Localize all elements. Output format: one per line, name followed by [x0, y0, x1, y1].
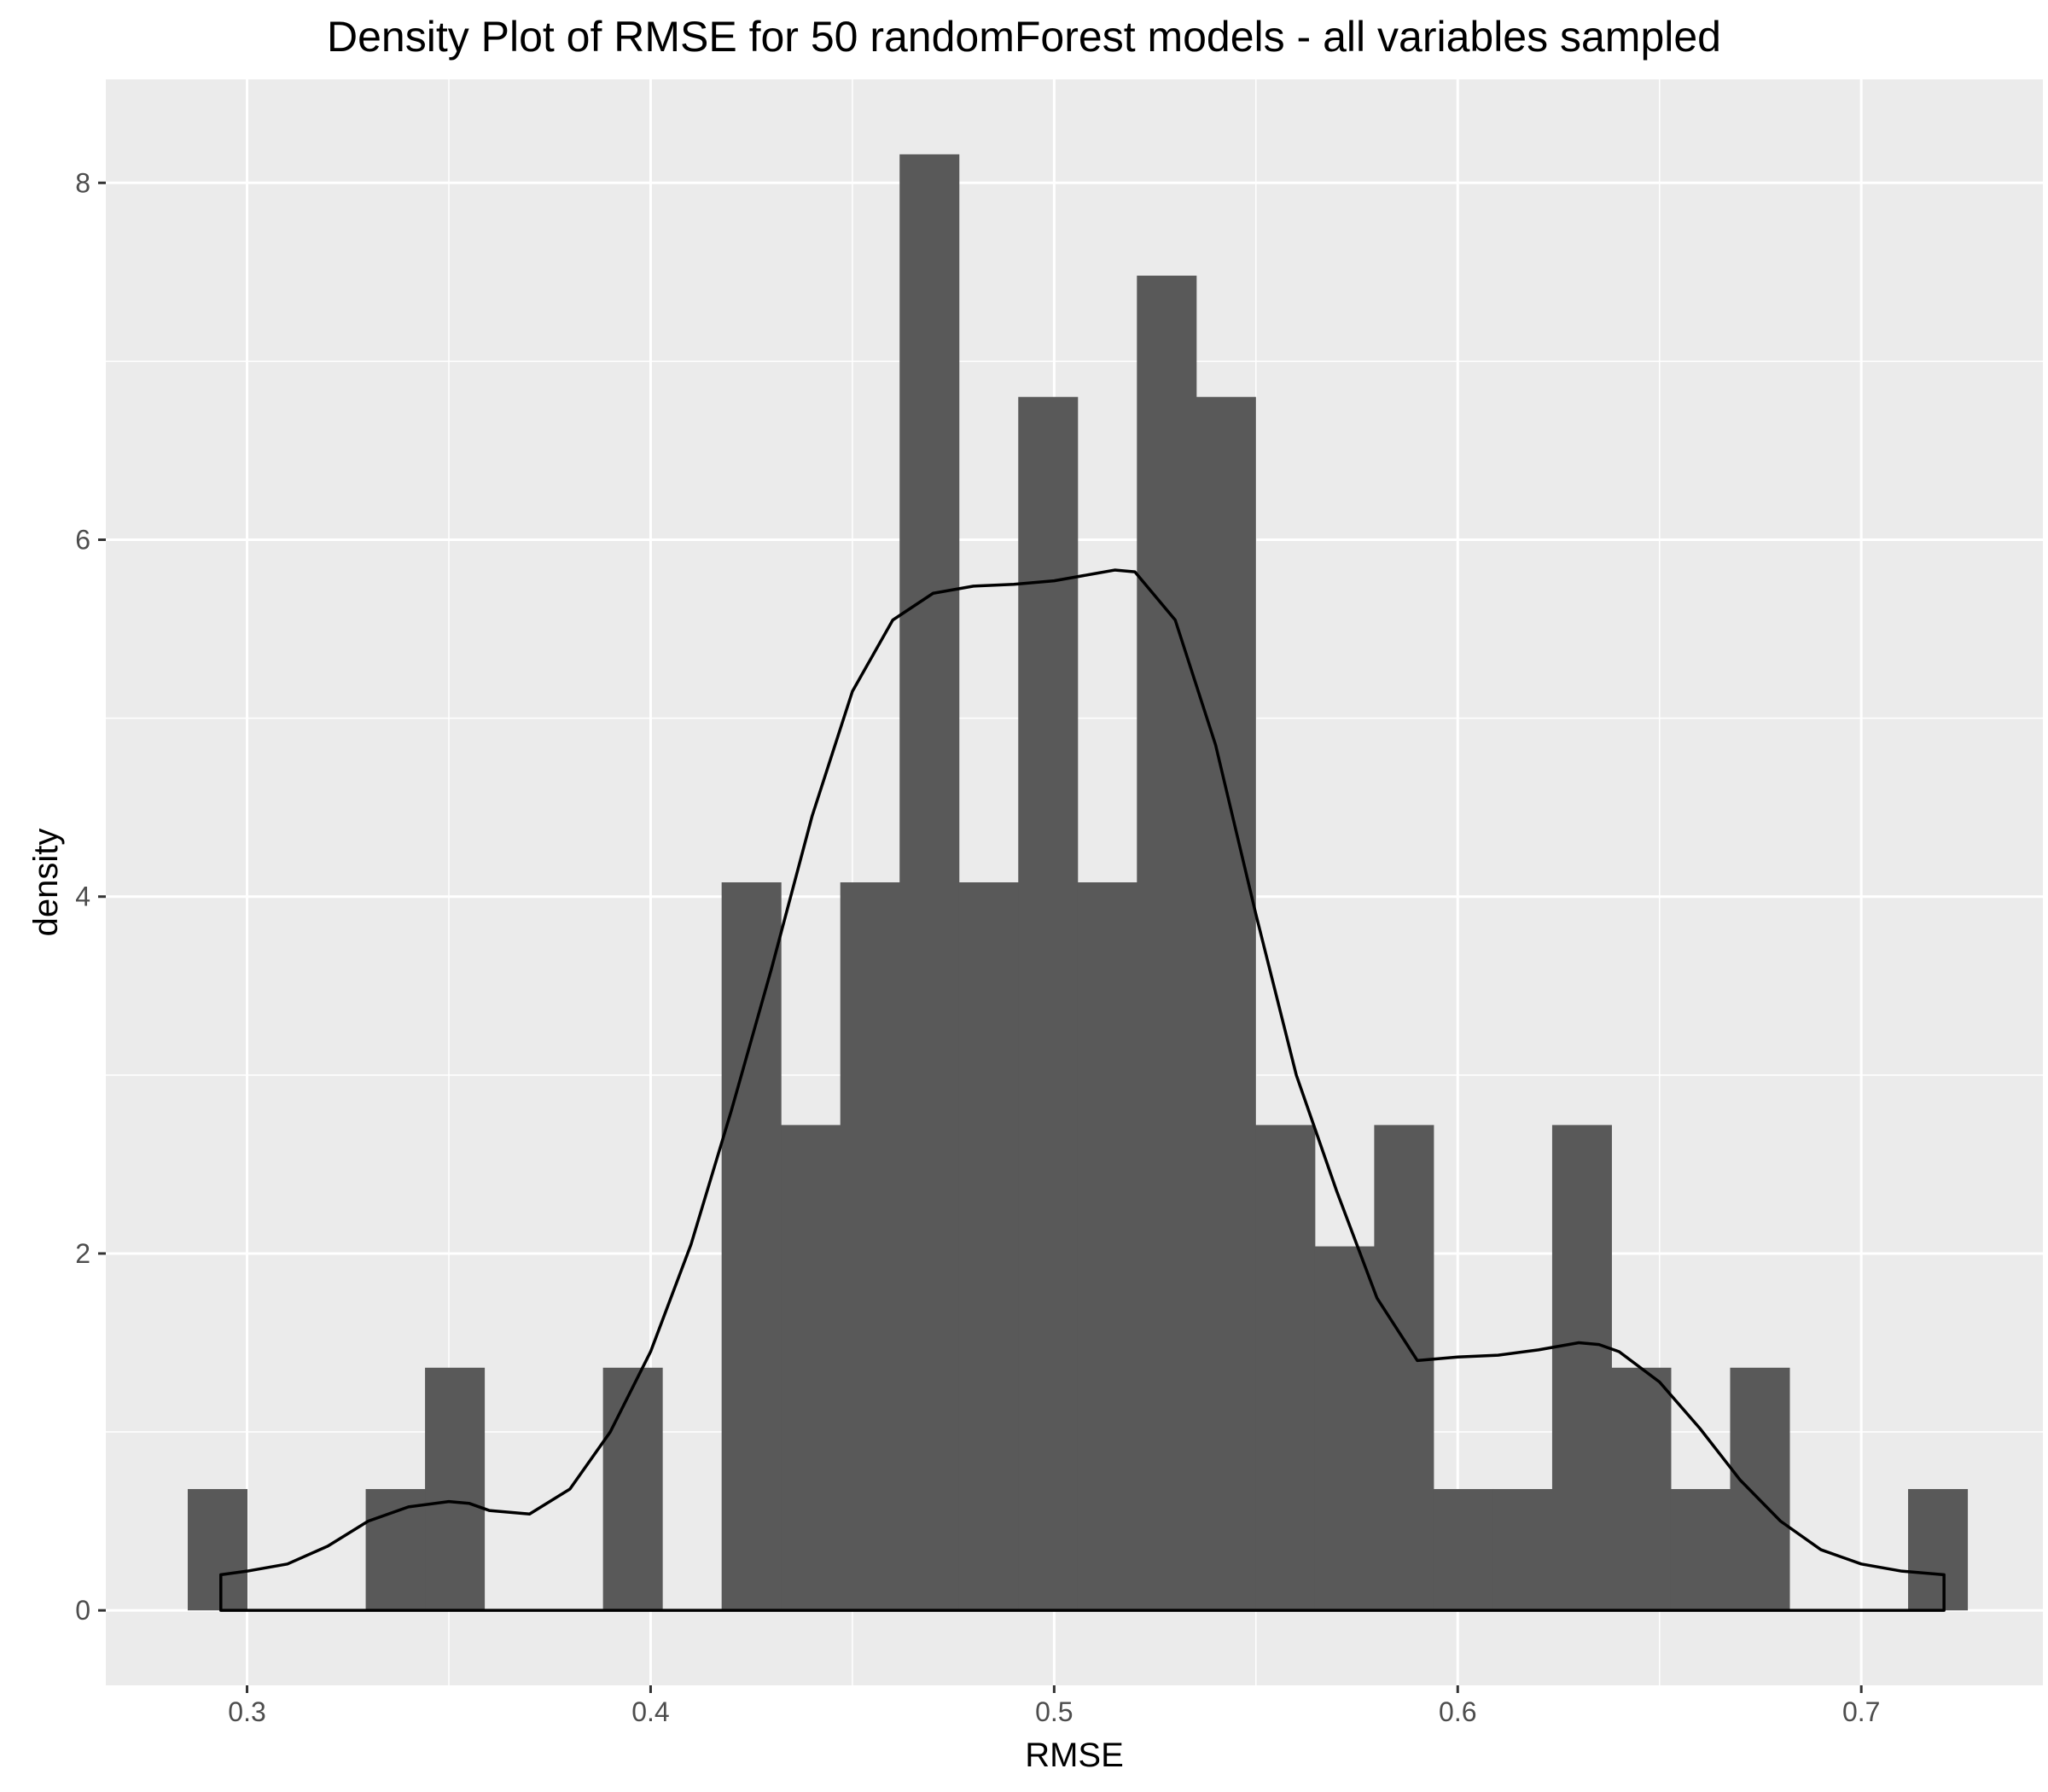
histogram-bar [1492, 1488, 1553, 1611]
y-axis-title: density [27, 829, 65, 937]
histogram-bar [1314, 1246, 1375, 1611]
histogram-bar [365, 1488, 426, 1611]
x-tick-label: 0.5 [1035, 1696, 1073, 1727]
histogram-bar [1611, 1367, 1672, 1611]
histogram-bar [1670, 1488, 1731, 1611]
density-curve [219, 568, 1946, 1612]
y-tick-label: 2 [75, 1238, 90, 1269]
histogram-bar [1374, 1125, 1434, 1611]
x-tick-label: 0.7 [1842, 1696, 1880, 1727]
y-tick-label: 8 [75, 167, 90, 198]
chart-title: Density Plot of RMSE for 50 randomForest… [327, 13, 1721, 61]
histogram-bar [721, 882, 782, 1611]
y-tick-label: 4 [75, 881, 90, 912]
histogram-bar [1433, 1488, 1493, 1611]
histogram-bar [1730, 1367, 1790, 1611]
histogram-bar [188, 1488, 248, 1611]
x-axis: 0.3 0.4 0.5 0.6 0.7 [228, 1685, 1880, 1727]
histogram-bar [958, 882, 1019, 1611]
histogram-bar [1196, 397, 1256, 1611]
histogram-bar [1255, 1125, 1316, 1611]
x-tick-label: 0.4 [631, 1696, 669, 1727]
histogram-bar [1018, 397, 1079, 1611]
histogram-bar [1551, 1125, 1612, 1611]
y-axis: 0 2 4 6 8 [75, 167, 106, 1626]
y-tick-label: 6 [75, 525, 90, 556]
histogram-bar [602, 1367, 663, 1611]
x-axis-title: RMSE [1025, 1737, 1124, 1774]
y-tick-label: 0 [75, 1595, 90, 1626]
histogram-bar [840, 882, 900, 1611]
histogram-bar [781, 1125, 841, 1611]
histogram-bar [899, 154, 960, 1611]
histogram-bar [425, 1367, 486, 1611]
histogram-bar [1137, 276, 1197, 1611]
histogram-bars [188, 154, 1969, 1611]
x-tick-label: 0.3 [228, 1696, 265, 1727]
histogram-bar [1077, 882, 1137, 1611]
x-tick-label: 0.6 [1439, 1696, 1476, 1727]
histogram-bar [1908, 1488, 1969, 1611]
